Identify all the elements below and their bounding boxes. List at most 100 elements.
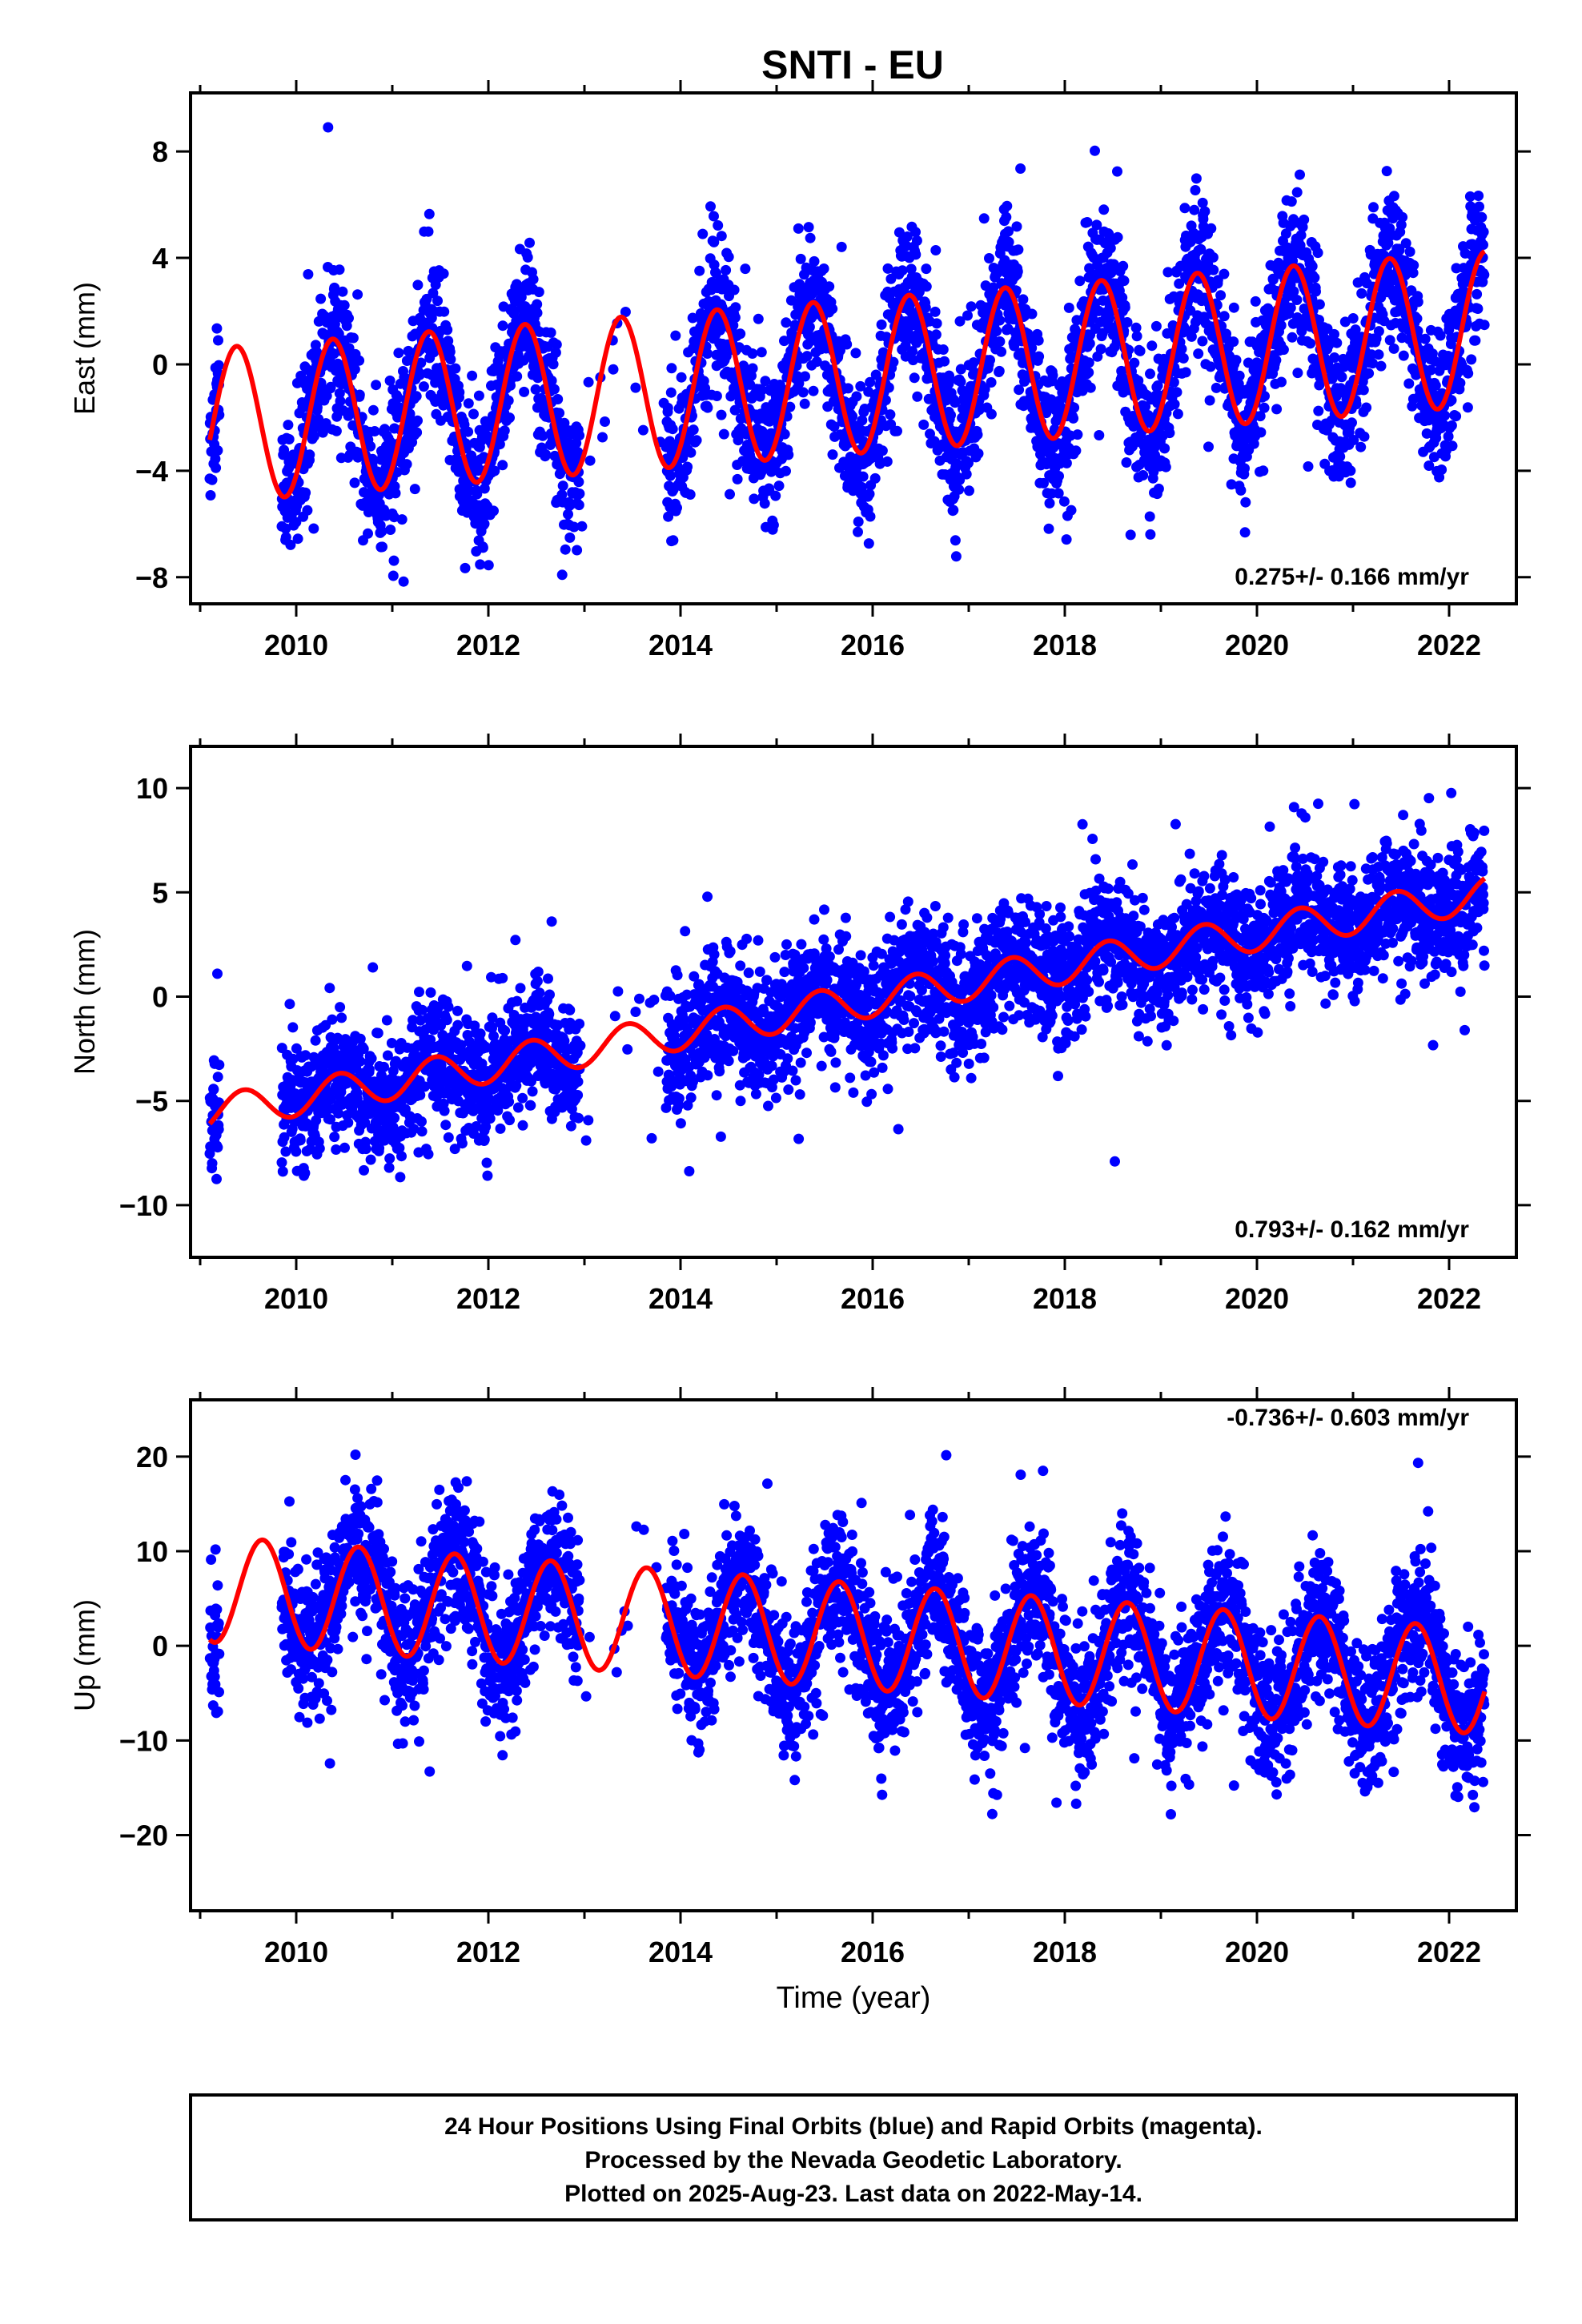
data-point (532, 308, 543, 319)
data-point (280, 1146, 291, 1157)
data-point (1271, 355, 1282, 366)
data-point (950, 535, 961, 546)
data-point (543, 973, 553, 984)
x-tick-label: 2020 (1225, 629, 1289, 661)
data-point (468, 408, 479, 420)
data-point (1425, 364, 1436, 376)
data-point (781, 317, 792, 328)
data-point (504, 1096, 515, 1108)
data-point (760, 376, 771, 387)
data-point (460, 562, 471, 573)
data-point (213, 335, 223, 346)
data-point (1258, 465, 1269, 476)
data-point (721, 264, 732, 275)
data-point (685, 489, 696, 500)
data-point (851, 391, 862, 402)
data-point (1336, 372, 1347, 383)
data-point (497, 320, 508, 332)
data-point (303, 269, 314, 279)
data-point (329, 282, 340, 293)
data-point (515, 983, 526, 994)
data-point (401, 459, 412, 470)
data-point (892, 425, 902, 436)
data-point (504, 1115, 515, 1126)
data-point (1400, 238, 1411, 249)
data-point (1145, 368, 1155, 380)
data-point (452, 1005, 463, 1016)
data-point (395, 1172, 406, 1183)
data-point (1307, 261, 1318, 271)
data-point (211, 1173, 222, 1184)
data-point (573, 500, 584, 511)
data-point (1403, 378, 1415, 389)
data-point (676, 372, 687, 383)
data-point (279, 444, 290, 456)
data-point (1061, 534, 1072, 545)
data-point (1436, 464, 1447, 475)
data-point (1255, 411, 1266, 422)
data-point (291, 517, 302, 528)
data-point (865, 376, 876, 388)
data-point (449, 1144, 460, 1155)
data-point (479, 1134, 490, 1145)
data-point (1479, 269, 1490, 280)
data-point (954, 474, 966, 485)
data-point (463, 484, 474, 495)
data-point (646, 1132, 657, 1144)
data-point (479, 518, 490, 529)
data-point (292, 533, 303, 545)
data-point (1462, 402, 1473, 413)
data-point (1350, 324, 1361, 336)
data-point (488, 1031, 499, 1042)
data-point (954, 316, 966, 327)
data-point (909, 372, 920, 384)
data-point (212, 445, 223, 456)
data-point (349, 477, 360, 489)
data-point (484, 1113, 496, 1124)
data-point (1084, 338, 1095, 349)
data-point (985, 355, 995, 366)
data-point (1082, 217, 1093, 227)
y-tick-label: 8 (152, 135, 168, 168)
data-point (818, 263, 829, 274)
data-point (705, 201, 716, 212)
data-point (1168, 376, 1179, 388)
data-point (337, 286, 348, 297)
data-point (876, 319, 887, 330)
data-point (417, 1004, 428, 1015)
data-point (412, 427, 423, 438)
data-point (1034, 351, 1045, 362)
data-point (354, 355, 365, 366)
data-point (912, 391, 923, 402)
data-point (414, 987, 424, 998)
data-point (684, 1166, 695, 1176)
data-point (308, 523, 319, 534)
data-point (214, 1059, 225, 1071)
data-point (1001, 211, 1012, 223)
data-point (1435, 330, 1446, 341)
data-point (310, 1035, 321, 1046)
data-point (367, 404, 379, 416)
data-point (574, 489, 585, 499)
data-point (804, 321, 815, 332)
data-point (510, 935, 521, 946)
data-point (685, 1092, 697, 1104)
data-point (702, 402, 713, 413)
data-point (1070, 445, 1082, 456)
data-point (583, 1115, 594, 1126)
data-point (1138, 470, 1149, 480)
data-point (393, 348, 404, 359)
data-point (481, 1157, 492, 1168)
data-point (424, 208, 435, 219)
data-point (442, 324, 453, 336)
data-point (1255, 427, 1267, 438)
data-point (327, 1014, 338, 1025)
data-point (443, 336, 454, 347)
data-point (869, 472, 881, 484)
data-point (583, 376, 594, 388)
data-point (1003, 236, 1014, 247)
data-point (1206, 223, 1217, 234)
data-point (795, 253, 806, 264)
data-point (408, 1015, 419, 1026)
data-point (552, 394, 564, 404)
